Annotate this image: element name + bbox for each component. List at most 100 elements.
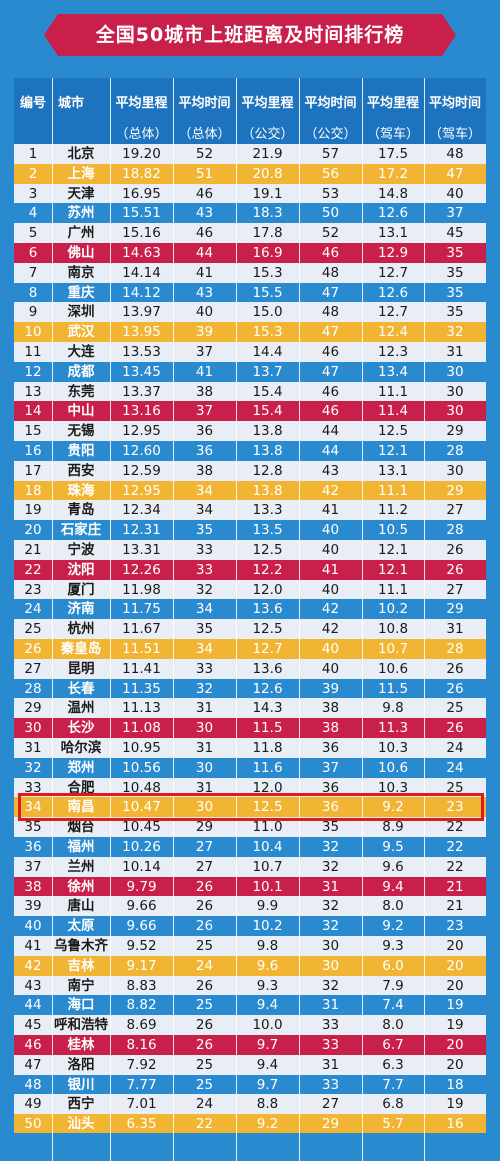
cell-avg-time-total: 35 — [195, 621, 214, 638]
cell-avg-time-total: 44 — [195, 245, 214, 261]
cell-avg-time-car: 24 — [446, 740, 464, 756]
cell-rank: 36 — [24, 839, 42, 855]
cell-avg-time-total: 39 — [195, 324, 214, 341]
cell-avg-time-transit: 30 — [321, 938, 340, 954]
cell-avg-dist-total: 10.95 — [122, 740, 161, 756]
cell-avg-dist-transit: 14.3 — [252, 700, 283, 717]
cell-city: 上海 — [67, 165, 95, 182]
cell-rank: 43 — [24, 977, 42, 994]
table-row: 22 沈阳 12.26 33 12.2 41 12.1 26 — [14, 559, 486, 580]
cell-city: 长春 — [67, 680, 95, 697]
cell-avg-time-car: 29 — [446, 482, 464, 499]
cell-avg-time-total: 34 — [195, 601, 214, 618]
cell-avg-dist-transit: 9.2 — [256, 1116, 279, 1133]
cell-avg-dist-car: 9.8 — [382, 700, 404, 717]
cell-rank: 44 — [24, 997, 42, 1014]
cell-avg-dist-transit: 12.8 — [252, 462, 283, 479]
table-row: 50 汕头 6.35 22 9.2 29 5.7 16 — [14, 1114, 486, 1135]
header-label: 平均里程 — [366, 96, 419, 111]
cell-avg-time-car: 20 — [446, 938, 464, 954]
cell-rank: 21 — [24, 542, 42, 558]
cell-avg-dist-total: 15.51 — [122, 205, 161, 222]
cell-avg-dist-transit: 8.8 — [256, 1096, 279, 1113]
header-sublabel: （驾车） — [366, 127, 419, 142]
cell-city: 宁波 — [67, 542, 95, 558]
cell-avg-time-total: 38 — [195, 462, 214, 479]
cell-rank: 38 — [24, 878, 42, 895]
cell-avg-time-transit: 32 — [321, 977, 340, 994]
cell-avg-dist-car: 12.1 — [377, 561, 409, 578]
cell-avg-time-transit: 44 — [321, 423, 340, 440]
cell-avg-time-total: 33 — [195, 561, 214, 578]
table-row: 14 中山 13.16 37 15.4 46 11.4 30 — [14, 401, 486, 422]
cell-avg-time-transit: 38 — [321, 700, 340, 717]
cell-avg-time-transit: 35 — [321, 819, 340, 836]
cell-avg-time-total: 35 — [195, 522, 214, 539]
cell-rank: 29 — [24, 700, 42, 717]
cell-avg-dist-total: 14.63 — [122, 245, 161, 261]
cell-city: 西安 — [67, 462, 95, 479]
cell-city: 青岛 — [67, 502, 95, 519]
cell-avg-dist-car: 6.8 — [382, 1096, 404, 1113]
table-row: 30 长沙 11.08 30 11.5 38 11.3 26 — [14, 718, 486, 739]
cell-avg-dist-car: 10.8 — [377, 621, 409, 638]
cell-avg-dist-car: 7.7 — [382, 1076, 404, 1093]
cell-rank: 42 — [24, 957, 42, 974]
cell-avg-dist-total: 9.17 — [126, 957, 157, 974]
cell-avg-time-car: 40 — [446, 185, 464, 202]
cell-city: 东莞 — [67, 383, 95, 400]
table-row: 2 上海 18.82 51 20.8 56 17.2 47 — [14, 163, 486, 184]
cell-avg-time-transit: 41 — [321, 561, 340, 578]
header-label: 平均里程 — [241, 96, 294, 111]
cell-avg-time-transit: 43 — [321, 462, 340, 479]
cell-avg-dist-car: 13.4 — [377, 363, 409, 380]
cell-avg-time-transit: 33 — [321, 1076, 340, 1093]
table-row: 20 石家庄 12.31 35 13.5 40 10.5 28 — [14, 520, 486, 541]
cell-city: 烟台 — [67, 819, 95, 836]
cell-city: 无锡 — [67, 423, 95, 440]
cell-avg-time-car: 19 — [446, 1017, 464, 1034]
cell-avg-time-total: 26 — [195, 878, 214, 895]
cell-avg-time-car: 21 — [446, 878, 464, 895]
cell-avg-dist-car: 12.6 — [377, 284, 409, 301]
cell-avg-dist-total: 11.08 — [122, 720, 161, 737]
table-row: 1 北京 19.20 52 21.9 57 17.5 48 — [14, 144, 486, 164]
table-row: 48 银川 7.77 25 9.7 33 7.7 18 — [14, 1074, 486, 1095]
table-row: 3 天津 16.95 46 19.1 53 14.8 40 — [14, 183, 486, 204]
table-row: 43 南宁 8.83 26 9.3 32 7.9 20 — [14, 975, 486, 996]
header-label: 城市 — [58, 96, 85, 111]
table-row: 12 成都 13.45 41 13.7 47 13.4 30 — [14, 361, 486, 382]
cell-city: 南宁 — [67, 977, 95, 994]
cell-avg-dist-total: 12.95 — [122, 482, 161, 499]
cell-avg-time-total: 26 — [195, 898, 214, 915]
table-header: 编号 城市 平均里程 （总体） 平均时间 （总体） 平均里程 （公交） 平均时间 （公交） 平均里程… — [14, 78, 486, 144]
header-rank: 编号 — [14, 78, 52, 144]
header-label: 平均里程 — [115, 96, 168, 111]
cell-rank: 28 — [24, 680, 42, 697]
table-row: 15 无锡 12.95 36 13.8 44 12.5 29 — [14, 421, 486, 442]
cell-avg-dist-total: 14.14 — [122, 264, 161, 281]
cell-rank: 45 — [24, 1017, 42, 1034]
cell-avg-time-car: 20 — [446, 1037, 464, 1053]
cell-avg-dist-transit: 9.3 — [256, 977, 279, 994]
cell-avg-time-transit: 42 — [321, 601, 340, 618]
cell-avg-dist-transit: 15.0 — [252, 304, 283, 321]
cell-avg-dist-total: 12.34 — [122, 502, 161, 519]
cell-avg-time-total: 25 — [195, 1056, 214, 1073]
cell-avg-time-total: 43 — [195, 284, 214, 301]
cell-avg-time-total: 24 — [195, 957, 214, 974]
cell-avg-time-car: 30 — [446, 403, 464, 420]
cell-avg-dist-car: 12.3 — [377, 344, 409, 360]
cell-avg-dist-car: 13.1 — [377, 225, 409, 242]
cell-avg-dist-total: 9.66 — [126, 918, 157, 935]
table-row: 41 乌鲁木齐 9.52 25 9.8 30 9.3 20 — [14, 936, 486, 956]
cell-city: 哈尔滨 — [60, 740, 102, 756]
cell-avg-time-total: 34 — [195, 502, 214, 519]
cell-avg-time-car: 23 — [446, 918, 464, 935]
title-banner: 全国50城市上班距离及时间排行榜 — [44, 14, 456, 56]
table-row: 28 长春 11.35 32 12.6 39 11.5 26 — [14, 678, 486, 699]
cell-avg-time-car: 45 — [446, 225, 464, 242]
cell-avg-dist-transit: 10.4 — [252, 839, 283, 855]
cell-avg-dist-total: 7.92 — [126, 1056, 157, 1073]
table-footer — [14, 1133, 486, 1161]
